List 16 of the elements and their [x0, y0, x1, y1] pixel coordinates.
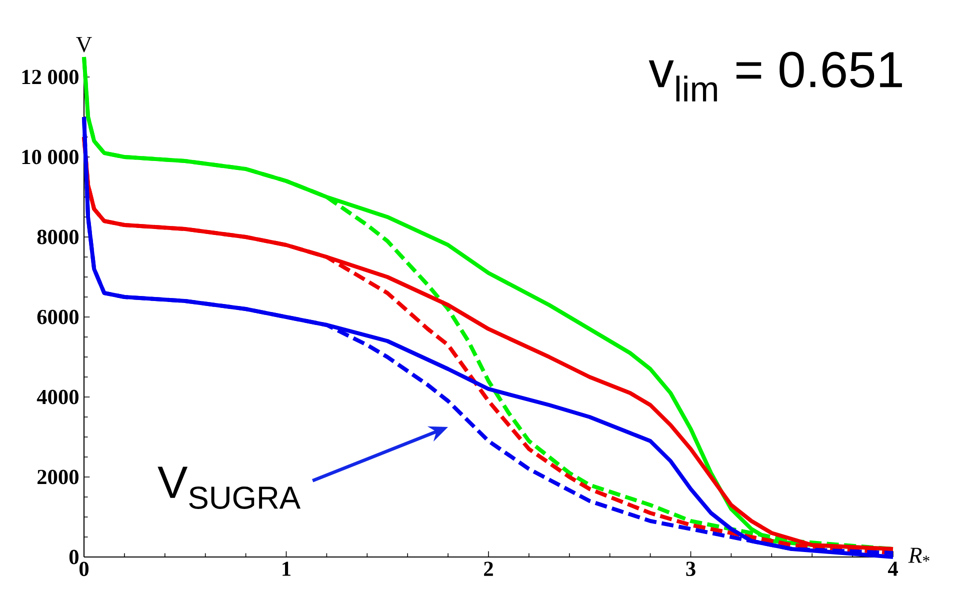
y-axis-title: V — [76, 37, 92, 52]
y-tick-label: 6000 — [37, 310, 78, 324]
y-tick-label: 4000 — [36, 390, 78, 404]
annotation: V$_{SUGRA}$ — [158, 466, 301, 509]
x-tick-label: 3 — [686, 562, 696, 576]
y-tick-label: 10 000 — [22, 150, 78, 164]
x-tick-label: 4 — [888, 562, 898, 576]
x-axis-title: R$_{*}$ — [908, 548, 930, 563]
y-tick-label: 2000 — [38, 470, 78, 484]
y-tick-label: 8000 — [37, 230, 78, 244]
x-tick-label: 2 — [484, 562, 493, 576]
x-tick-label: 1 — [282, 562, 290, 576]
x-tick-label: 0 — [79, 562, 89, 576]
y-tick-label: 0 — [69, 550, 78, 564]
y-tick-label: 12 000 — [22, 70, 78, 84]
annotation: v$_{lim}$ = 0.651 — [648, 52, 902, 102]
